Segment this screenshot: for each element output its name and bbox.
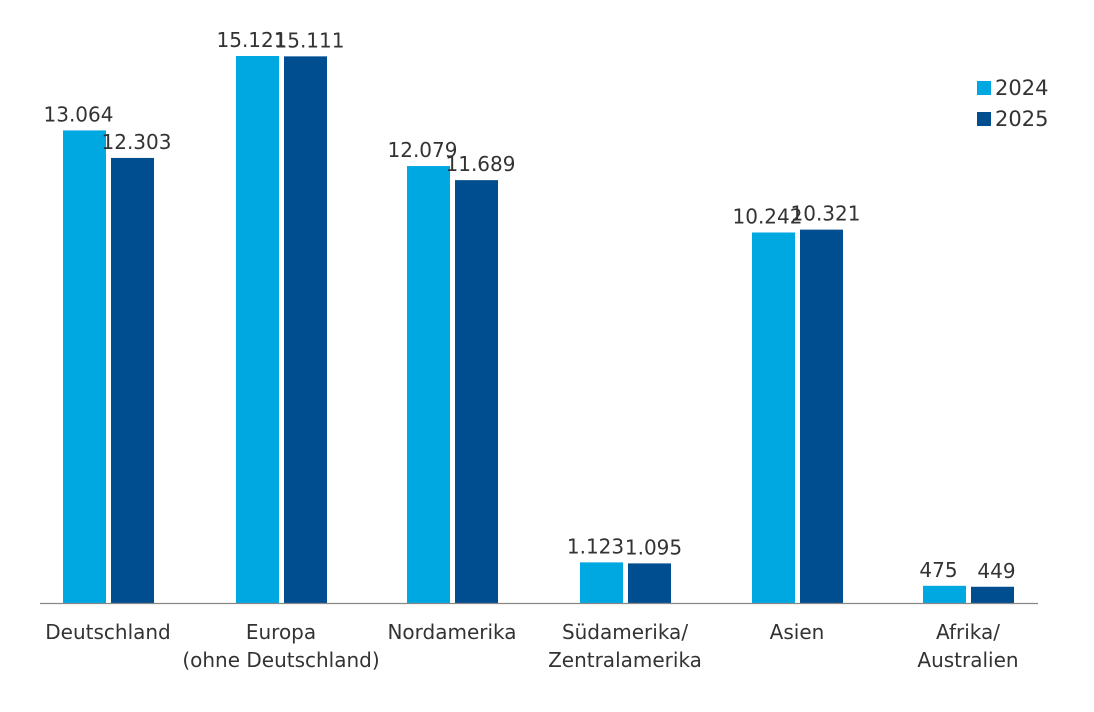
legend-label-2024: 2024 — [995, 76, 1048, 100]
bar-2025-3 — [628, 563, 671, 603]
data-label-2024-5: 475 — [919, 558, 957, 582]
category-label-4: Asien — [770, 620, 825, 644]
category-label-1: Europa — [246, 620, 316, 644]
data-label-2024-3: 1.123 — [567, 534, 624, 558]
legend-label-2025: 2025 — [995, 107, 1048, 131]
category-label-1: (ohne Deutschland) — [182, 648, 379, 672]
category-label-3: Zentralamerika — [548, 648, 702, 672]
bar-2024-1 — [236, 56, 279, 603]
bar-2024-3 — [580, 562, 623, 603]
legend-swatch-2024 — [977, 81, 991, 95]
category-label-3: Südamerika/ — [562, 620, 688, 644]
data-label-2025-0: 12.303 — [102, 130, 172, 154]
data-label-2024-2: 12.079 — [388, 138, 458, 162]
data-label-2025-4: 10.321 — [791, 202, 861, 226]
bar-2025-2 — [455, 180, 498, 603]
data-label-2025-5: 449 — [977, 559, 1015, 583]
category-label-2: Nordamerika — [387, 620, 516, 644]
bar-2025-4 — [800, 229, 843, 603]
data-label-2024-0: 13.064 — [44, 102, 114, 126]
bar-2025-5 — [971, 586, 1014, 603]
legend-swatch-2025 — [977, 112, 991, 126]
bar-2024-5 — [923, 585, 966, 603]
category-label-5: Australien — [917, 648, 1018, 672]
data-label-2025-3: 1.095 — [625, 535, 682, 559]
bar-2024-0 — [63, 130, 106, 603]
bar-2024-4 — [752, 232, 795, 603]
data-label-2024-4: 10.242 — [733, 204, 803, 228]
data-label-2025-2: 11.689 — [446, 152, 516, 176]
data-label-2024-1: 15.121 — [217, 28, 287, 52]
category-label-5: Afrika/ — [936, 620, 1000, 644]
data-label-2025-1: 15.111 — [275, 28, 345, 52]
bar-2025-1 — [284, 56, 327, 603]
bar-2025-0 — [111, 157, 154, 604]
category-label-0: Deutschland — [45, 620, 171, 644]
bar-2024-2 — [407, 166, 450, 603]
